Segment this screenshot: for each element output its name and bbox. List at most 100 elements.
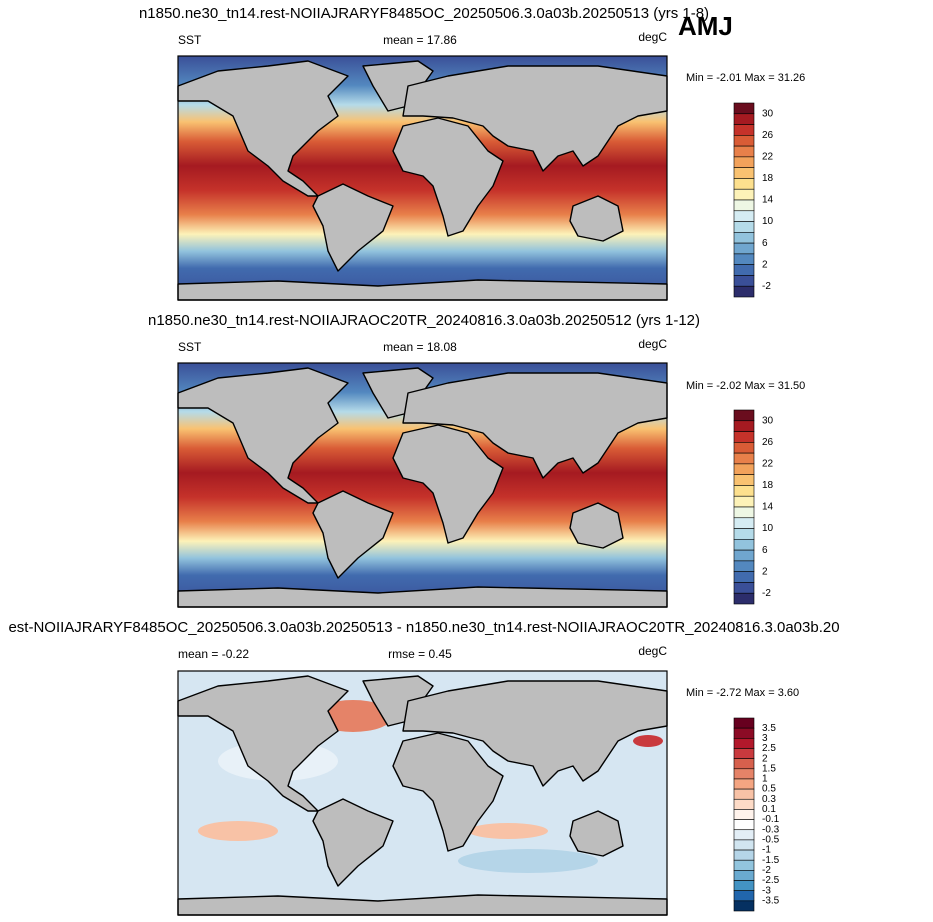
colorbar-label: -2 [762, 588, 771, 599]
colorbar-box [733, 819, 755, 831]
colorbar-box [733, 253, 755, 265]
colorbar-label: 30 [762, 415, 774, 426]
colorbar-box [733, 798, 755, 810]
colorbar-label: -3 [762, 885, 771, 896]
colorbar-box [733, 156, 755, 168]
colorbar-box [733, 442, 755, 454]
panel-title: est-NOIIAJRARYF8485OC_20250506.3.0a03b.2… [8, 619, 839, 636]
map [177, 55, 668, 301]
range-text: Min = -2.72 Max = 3.60 [686, 687, 799, 699]
colorbar-box [733, 560, 755, 572]
colorbar-label: 2 [762, 259, 768, 270]
colorbar-box [733, 880, 755, 891]
colorbar-box [733, 199, 755, 212]
colorbar-box [733, 809, 755, 820]
colorbar-label: 18 [762, 173, 774, 184]
colorbar-label: -2.5 [762, 875, 780, 886]
colorbar-box [733, 839, 755, 851]
colorbar-box [733, 135, 755, 147]
colorbar-label: 30 [762, 108, 774, 119]
units-label: degC [638, 30, 667, 44]
units-label: degC [638, 337, 667, 351]
colorbar-label: 1.5 [762, 763, 776, 774]
range-text: Min = -2.02 Max = 31.50 [686, 380, 805, 392]
colorbar-label: 6 [762, 545, 768, 556]
colorbar-label: 0.1 [762, 804, 776, 815]
colorbar-box [733, 738, 755, 749]
left-label: SST [178, 340, 202, 354]
colorbar-label: 3 [762, 733, 768, 744]
colorbar-label: 22 [762, 152, 774, 163]
colorbar-label: -1.5 [762, 855, 780, 866]
colorbar-label: 10 [762, 523, 774, 534]
colorbar-label: -0.1 [762, 814, 780, 825]
colorbar-box [733, 528, 755, 540]
center-label: rmse = 0.45 [388, 647, 452, 661]
colorbar-box [733, 549, 755, 562]
colorbar-box [733, 758, 755, 770]
colorbar-box [733, 420, 755, 432]
colorbar-box [733, 592, 755, 605]
left-label: SST [178, 33, 202, 47]
colorbar-box [733, 409, 755, 422]
colorbar-box [733, 474, 755, 486]
colorbar-label: -2 [762, 865, 771, 876]
colorbar-label: 26 [762, 437, 774, 448]
colorbar-box [733, 506, 755, 519]
colorbar-label: 10 [762, 216, 774, 227]
colorbar-label: 0.5 [762, 784, 776, 795]
colorbar-box [733, 788, 755, 800]
colorbar-label: 14 [762, 502, 774, 513]
colorbar-box [733, 748, 755, 759]
range-text: Min = -2.01 Max = 31.26 [686, 72, 805, 84]
colorbar-box [733, 717, 755, 729]
colorbar-label: -2 [762, 281, 771, 292]
map [177, 362, 668, 608]
colorbar-box [733, 870, 755, 881]
colorbar-label: 22 [762, 459, 774, 470]
colorbar-box [733, 463, 755, 475]
colorbar-box [733, 900, 755, 912]
colorbar-box [733, 285, 755, 298]
center-label: mean = 18.08 [383, 340, 457, 354]
colorbar-label: 2 [762, 566, 768, 577]
colorbar-box [733, 102, 755, 115]
colorbar-box [733, 495, 755, 508]
colorbar-label: 14 [762, 195, 774, 206]
colorbar-label: 18 [762, 480, 774, 491]
colorbar-box [733, 452, 755, 465]
colorbar-box [733, 167, 755, 179]
season-label: AMJ [678, 11, 733, 41]
colorbar-box [733, 178, 755, 190]
colorbar-box [733, 768, 755, 780]
colorbar-box [733, 431, 755, 443]
colorbar-box [733, 582, 755, 594]
colorbar-box [733, 859, 755, 871]
colorbar-label: -0.5 [762, 835, 780, 846]
colorbar-label: 6 [762, 238, 768, 249]
colorbar-label: -3.5 [762, 895, 780, 906]
colorbar-label: -0.3 [762, 824, 780, 835]
colorbar-label: 26 [762, 130, 774, 141]
colorbar-label: 2.5 [762, 743, 776, 754]
colorbar-box [733, 210, 755, 222]
colorbar-label: 0.3 [762, 794, 776, 805]
colorbar-box [733, 145, 755, 158]
panel-title: n1850.ne30_tn14.rest-NOIIAJRAOC20TR_2024… [148, 312, 700, 329]
units-label: degC [638, 644, 667, 658]
map [177, 670, 668, 916]
colorbar-label: 3.5 [762, 723, 776, 734]
colorbar-box [733, 242, 755, 255]
colorbar-box [733, 890, 755, 902]
colorbar-box [733, 264, 755, 276]
colorbar-box [733, 485, 755, 497]
colorbar-box [733, 124, 755, 136]
colorbar-box [733, 571, 755, 583]
center-label: mean = 17.86 [383, 33, 457, 47]
colorbar-box [733, 232, 755, 244]
colorbar-box [733, 849, 755, 861]
left-label: mean = -0.22 [178, 647, 249, 661]
colorbar-box [733, 778, 755, 790]
colorbar-box [733, 727, 755, 739]
